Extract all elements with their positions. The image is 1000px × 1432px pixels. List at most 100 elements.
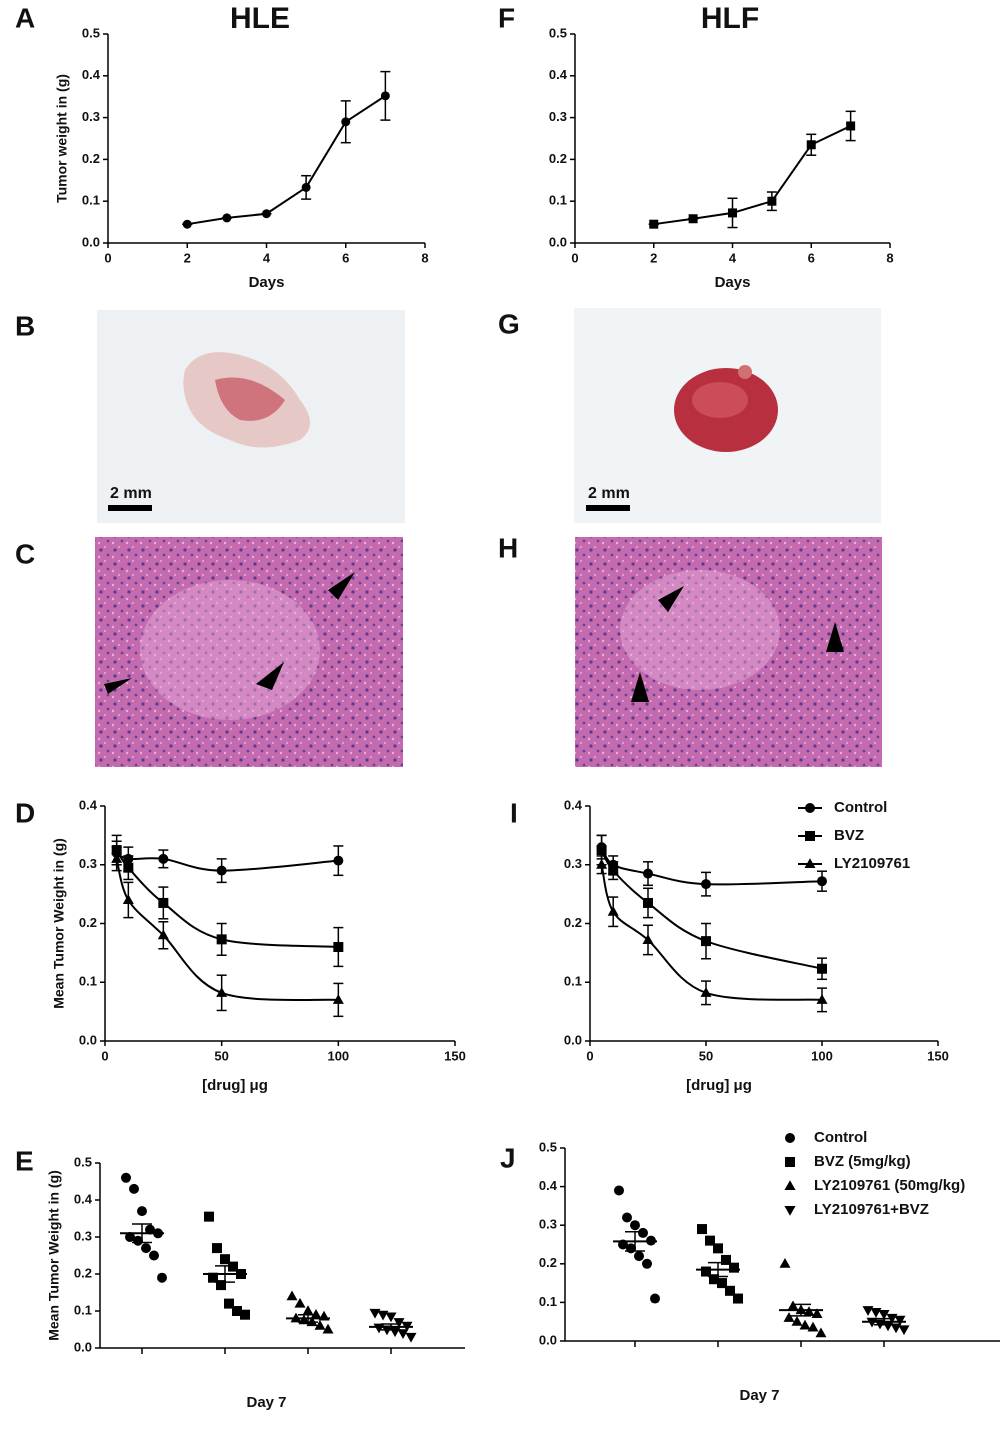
x-axis-label: [drug] μg [686, 1077, 752, 1094]
marker [784, 1206, 796, 1216]
y-tick-label: 0.2 [79, 915, 97, 930]
marker [145, 1224, 155, 1235]
marker [137, 1206, 147, 1217]
y-tick-label: 0.3 [74, 1228, 92, 1243]
photo-c [95, 537, 403, 767]
marker [222, 213, 232, 223]
x-axis-label: Days [715, 274, 751, 291]
line [187, 95, 386, 226]
y-tick-label: 0.3 [549, 109, 567, 124]
marker [216, 987, 228, 997]
fit-curve [600, 846, 823, 886]
photo-b [97, 310, 405, 523]
y-axis-label: Mean Tumor Weight in (g) [51, 838, 67, 1009]
marker [216, 934, 227, 945]
y-tick-label: 0.2 [82, 151, 100, 166]
y-tick-label: 0.1 [549, 193, 567, 208]
marker [816, 994, 828, 1004]
y-tick-label: 0.0 [564, 1032, 582, 1047]
marker [785, 1133, 795, 1143]
x-tick-label: 6 [808, 250, 815, 265]
marker [122, 894, 134, 904]
marker [898, 1325, 910, 1336]
marker [688, 214, 698, 224]
marker [643, 868, 653, 879]
panel-label: G [498, 308, 520, 339]
marker [397, 1329, 409, 1339]
marker [121, 1172, 131, 1183]
marker [157, 1272, 167, 1283]
panel-label: D [15, 797, 35, 828]
marker [607, 906, 619, 916]
marker [608, 865, 619, 876]
panel-label: J [500, 1142, 516, 1173]
panel-label: B [15, 310, 35, 341]
marker [373, 1323, 385, 1334]
marker [728, 208, 737, 218]
marker [294, 1297, 306, 1308]
chart-title: HLE [230, 2, 290, 35]
marker [799, 1319, 811, 1330]
y-tick-label: 0.5 [549, 25, 567, 40]
marker [182, 219, 192, 229]
marker [642, 1258, 652, 1269]
x-tick-label: 2 [650, 250, 657, 265]
marker [129, 1183, 139, 1194]
y-tick-label: 0.4 [549, 67, 568, 82]
line [653, 125, 852, 226]
y-tick-label: 0.3 [82, 109, 100, 124]
x-tick-label: 100 [327, 1048, 349, 1063]
marker [212, 1243, 222, 1254]
panel-label: F [498, 2, 515, 33]
y-tick-label: 0.0 [549, 234, 567, 249]
marker [630, 1220, 640, 1231]
marker [380, 91, 390, 101]
marker [717, 1278, 727, 1289]
legend-label: Control [834, 799, 887, 816]
marker [804, 858, 816, 868]
legend-label: Control [814, 1129, 867, 1146]
marker [149, 1250, 159, 1261]
y-tick-label: 0.2 [539, 1255, 557, 1270]
marker [333, 942, 344, 952]
scale-label: 2 mm [110, 485, 152, 502]
photo-h [575, 537, 882, 767]
marker [878, 1309, 890, 1320]
marker [232, 1306, 242, 1316]
y-tick-label: 0.3 [564, 856, 582, 871]
marker [701, 936, 711, 947]
marker [650, 1293, 660, 1304]
y-tick-label: 0.4 [79, 797, 98, 812]
marker [642, 934, 654, 944]
y-tick-label: 0.4 [82, 67, 101, 82]
x-axis-label: Day 7 [739, 1387, 779, 1404]
marker [643, 897, 653, 908]
marker [701, 879, 711, 890]
y-tick-label: 0.5 [539, 1139, 557, 1154]
marker [157, 929, 169, 940]
marker [385, 1312, 397, 1323]
y-tick-label: 0.0 [79, 1032, 97, 1047]
marker [890, 1323, 902, 1334]
marker [125, 1232, 135, 1242]
y-tick-label: 0.4 [539, 1178, 558, 1193]
marker [405, 1332, 417, 1343]
marker [700, 987, 712, 997]
marker [783, 1312, 795, 1322]
marker [310, 1308, 322, 1319]
x-tick-label: 6 [342, 250, 349, 265]
fit-curve [115, 849, 339, 948]
x-tick-label: 0 [571, 250, 578, 265]
marker [784, 1180, 796, 1190]
marker [725, 1285, 735, 1296]
marker [596, 859, 608, 869]
marker [216, 1280, 226, 1291]
y-tick-label: 0.2 [564, 915, 582, 930]
marker [815, 1327, 827, 1338]
marker [158, 853, 169, 864]
x-tick-label: 2 [184, 250, 191, 265]
marker [314, 1320, 326, 1330]
marker [767, 196, 777, 206]
y-tick-label: 0.1 [82, 193, 100, 208]
